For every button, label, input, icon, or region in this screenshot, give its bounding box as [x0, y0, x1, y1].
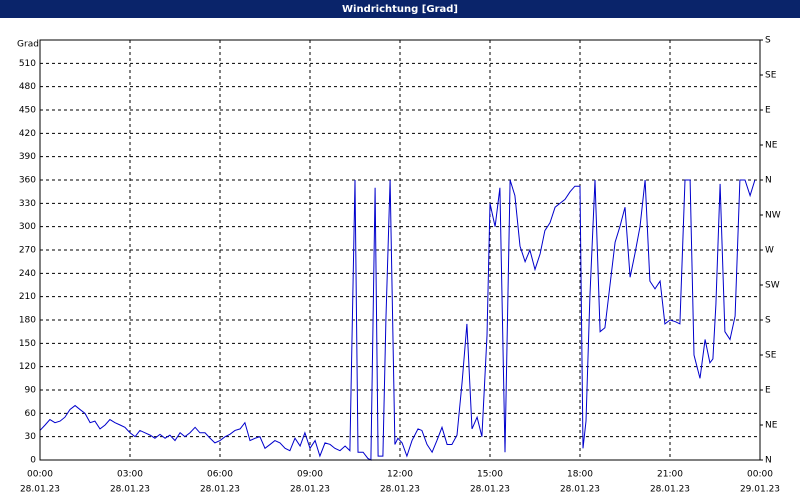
y-tick-label: 300: [19, 222, 36, 232]
y2-tick-label: W: [765, 246, 774, 256]
y2-tick-label: NE: [765, 421, 778, 431]
y2-tick-label: NE: [765, 141, 778, 151]
x-tick-label: 00:00: [747, 470, 773, 480]
y-tick-label: 90: [25, 386, 37, 396]
x-tick-label: 12:00: [387, 470, 413, 480]
y-tick-label: 150: [19, 339, 36, 349]
y-tick-label: 480: [19, 82, 36, 92]
x-tick-date: 28.01.23: [200, 485, 240, 495]
y2-tick-label: E: [765, 106, 771, 116]
x-tick-date: 28.01.23: [560, 485, 600, 495]
x-tick-label: 06:00: [207, 470, 233, 480]
y-tick-label: 330: [19, 199, 36, 209]
y2-tick-label: SE: [765, 71, 777, 81]
title-bar: [0, 0, 800, 18]
data-layer: [39, 179, 756, 461]
y-tick-label: 450: [19, 106, 36, 116]
chart-title: Windrichtung [Grad]: [342, 4, 458, 15]
y-tick-label: 210: [19, 292, 36, 302]
x-tick-date: 28.01.23: [470, 485, 510, 495]
y-tick-label: 120: [19, 362, 36, 372]
y-tick-label: 360: [19, 176, 36, 186]
y-tick-label: 420: [19, 129, 36, 139]
x-tick-label: 09:00: [297, 470, 323, 480]
x-tick-date: 29.01.23: [740, 485, 780, 495]
y2-tick-label: SE: [765, 351, 777, 361]
y-tick-label: 30: [25, 432, 37, 442]
y-tick-label: 180: [19, 316, 36, 326]
y2-tick-label: SW: [765, 281, 780, 291]
y2-tick-label: N: [765, 456, 772, 466]
y-tick-label: 0: [30, 456, 36, 466]
x-tick-label: 03:00: [117, 470, 143, 480]
y2-tick-label: NW: [765, 211, 781, 221]
y-axis-label: Grad: [17, 40, 39, 50]
y2-tick-label: S: [765, 36, 771, 46]
x-tick-date: 28.01.23: [20, 485, 60, 495]
x-tick-label: 00:00: [27, 470, 53, 480]
y-tick-label: 270: [19, 246, 36, 256]
x-tick-date: 28.01.23: [380, 485, 420, 495]
y2-tick-label: S: [765, 316, 771, 326]
y-tick-label: 390: [19, 152, 36, 162]
y-tick-label: 240: [19, 269, 36, 279]
x-tick-date: 28.01.23: [110, 485, 150, 495]
y-tick-label: 510: [19, 59, 36, 69]
y-tick-label: 60: [25, 409, 37, 419]
x-tick-date: 28.01.23: [650, 485, 690, 495]
data-line: [39, 179, 756, 461]
y2-tick-label: N: [765, 176, 772, 186]
x-tick-label: 21:00: [657, 470, 683, 480]
x-tick-label: 18:00: [567, 470, 593, 480]
y2-tick-label: E: [765, 386, 771, 396]
x-tick-label: 15:00: [477, 470, 503, 480]
x-tick-date: 28.01.23: [290, 485, 330, 495]
